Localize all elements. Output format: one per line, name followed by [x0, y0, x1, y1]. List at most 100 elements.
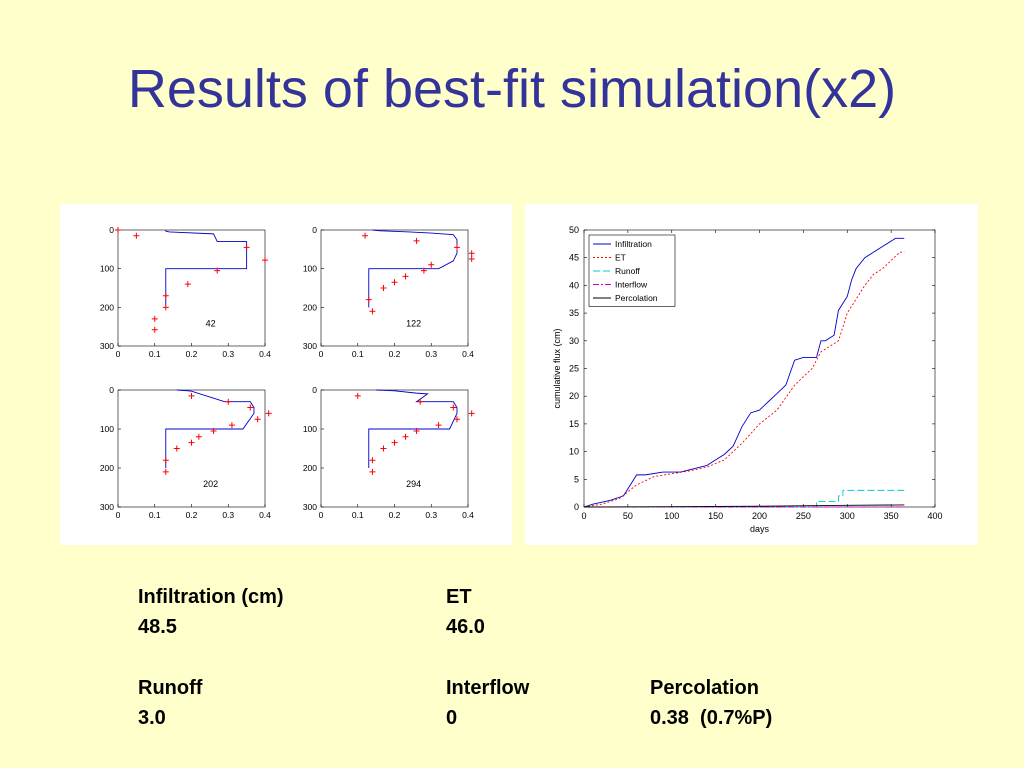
x-tick-label: 200 — [752, 511, 767, 521]
x-tick-label: 0.3 — [222, 510, 234, 520]
x-tick-label: 0.4 — [462, 510, 474, 520]
observed-point — [210, 427, 217, 434]
observed-point — [362, 232, 369, 239]
observed-point — [453, 244, 460, 251]
observed-point — [428, 261, 435, 268]
observed-point — [188, 439, 195, 446]
plot-frame — [320, 229, 469, 347]
x-tick-label: 0.2 — [186, 349, 198, 359]
et-value: 46.0 — [446, 616, 485, 638]
x-tick-label: 0.1 — [352, 510, 364, 520]
observed-point — [380, 445, 387, 452]
y-tick-label: 300 — [303, 341, 317, 351]
observed-point — [402, 433, 409, 440]
simulated-profile-line — [368, 389, 458, 468]
simulated-profile-line — [368, 229, 458, 308]
et-label: ET — [446, 586, 472, 608]
day-label: 122 — [406, 318, 421, 328]
x-tick-label: 0.2 — [389, 510, 401, 520]
y-tick-label: 0 — [312, 225, 317, 235]
observed-point — [133, 232, 140, 239]
observed-point — [391, 279, 398, 286]
percolation-value: 0.38 (0.7%P) — [650, 707, 773, 729]
plot-frame — [117, 389, 266, 508]
observed-point — [184, 281, 191, 288]
observed-point — [151, 315, 158, 322]
x-tick-label: 0.4 — [259, 510, 271, 520]
observed-point — [369, 457, 376, 464]
legend-label: ET — [615, 253, 626, 263]
observed-point — [162, 457, 169, 464]
day-label: 294 — [406, 479, 421, 489]
x-tick-label: 0 — [319, 510, 324, 520]
simulated-profile-line — [165, 230, 248, 306]
observed-point — [417, 398, 424, 405]
series-line-runoff — [584, 489, 905, 508]
y-tick-label: 15 — [569, 419, 579, 429]
series-line-infiltration — [583, 237, 905, 508]
observed-point — [453, 416, 460, 423]
x-tick-label: 0 — [581, 511, 586, 521]
x-tick-label: 0.3 — [222, 349, 234, 359]
y-tick-label: 25 — [569, 364, 579, 374]
profile-chart: 0 0.1 0.2 0.3 0.4 0 100 200 300 122 — [303, 225, 475, 359]
x-tick-label: 0 — [319, 349, 324, 359]
observed-point — [420, 267, 427, 274]
observed-point — [391, 439, 398, 446]
observed-point — [365, 296, 372, 303]
y-tick-label: 300 — [100, 341, 114, 351]
interflow-value: 0 — [446, 707, 458, 729]
x-tick-label: 350 — [884, 511, 899, 521]
y-tick-label: 5 — [574, 474, 579, 484]
y-tick-label: 10 — [569, 447, 579, 457]
x-tick-label: 0.4 — [462, 349, 474, 359]
x-tick-label: 100 — [664, 511, 679, 521]
legend: Infiltration ET Runoff Interflow Percolation — [588, 234, 676, 307]
x-tick-label: 0 — [116, 349, 121, 359]
y-tick-label: 200 — [100, 463, 114, 473]
x-tick-label: 0.1 — [352, 349, 364, 359]
series-line-percolation — [583, 504, 905, 508]
observed-point — [369, 308, 376, 315]
x-tick-label: 0.4 — [259, 349, 271, 359]
observed-point — [265, 410, 272, 417]
y-tick-label: 300 — [100, 502, 114, 512]
y-tick-label: 0 — [109, 385, 114, 395]
legend-label: Interflow — [615, 280, 648, 290]
x-tick-label: 0 — [116, 510, 121, 520]
y-tick-label: 300 — [303, 502, 317, 512]
y-tick-label: 100 — [303, 424, 317, 434]
x-tick-label: 0.2 — [186, 510, 198, 520]
simulated-profile-line — [165, 389, 255, 468]
y-tick-label: 35 — [569, 308, 579, 318]
infiltration-label: Infiltration (cm) — [138, 586, 284, 608]
observed-point — [354, 392, 361, 399]
y-tick-label: 45 — [569, 253, 579, 263]
observed-point — [214, 267, 221, 274]
observed-point — [254, 416, 261, 423]
y-tick-label: 100 — [303, 264, 317, 274]
y-tick-label: 0 — [109, 225, 114, 235]
interflow-label: Interflow — [446, 677, 530, 699]
observed-point — [162, 468, 169, 475]
x-tick-label: 0.3 — [425, 349, 437, 359]
observed-point — [262, 257, 268, 264]
x-axis-label: days — [750, 524, 770, 534]
cumulative-flux-chart: 0 50 100 150 200 250 300 350 400 0 5 10 15 20 25 30 35 40… — [552, 225, 943, 534]
plot-frame — [117, 229, 266, 347]
x-tick-label: 50 — [623, 511, 633, 521]
x-tick-label: 250 — [796, 511, 811, 521]
y-tick-label: 100 — [100, 424, 114, 434]
x-tick-label: 300 — [840, 511, 855, 521]
runoff-value: 3.0 — [138, 707, 166, 729]
observed-point — [450, 404, 457, 411]
legend-label: Infiltration — [615, 239, 652, 249]
observed-point — [369, 468, 376, 475]
y-tick-label: 50 — [569, 225, 579, 235]
observed-point — [468, 410, 475, 417]
y-tick-label: 0 — [312, 385, 317, 395]
observed-point — [468, 250, 475, 257]
observed-point — [162, 292, 169, 299]
y-axis-label: cumulative flux (cm) — [552, 328, 562, 408]
observed-point — [413, 237, 420, 244]
